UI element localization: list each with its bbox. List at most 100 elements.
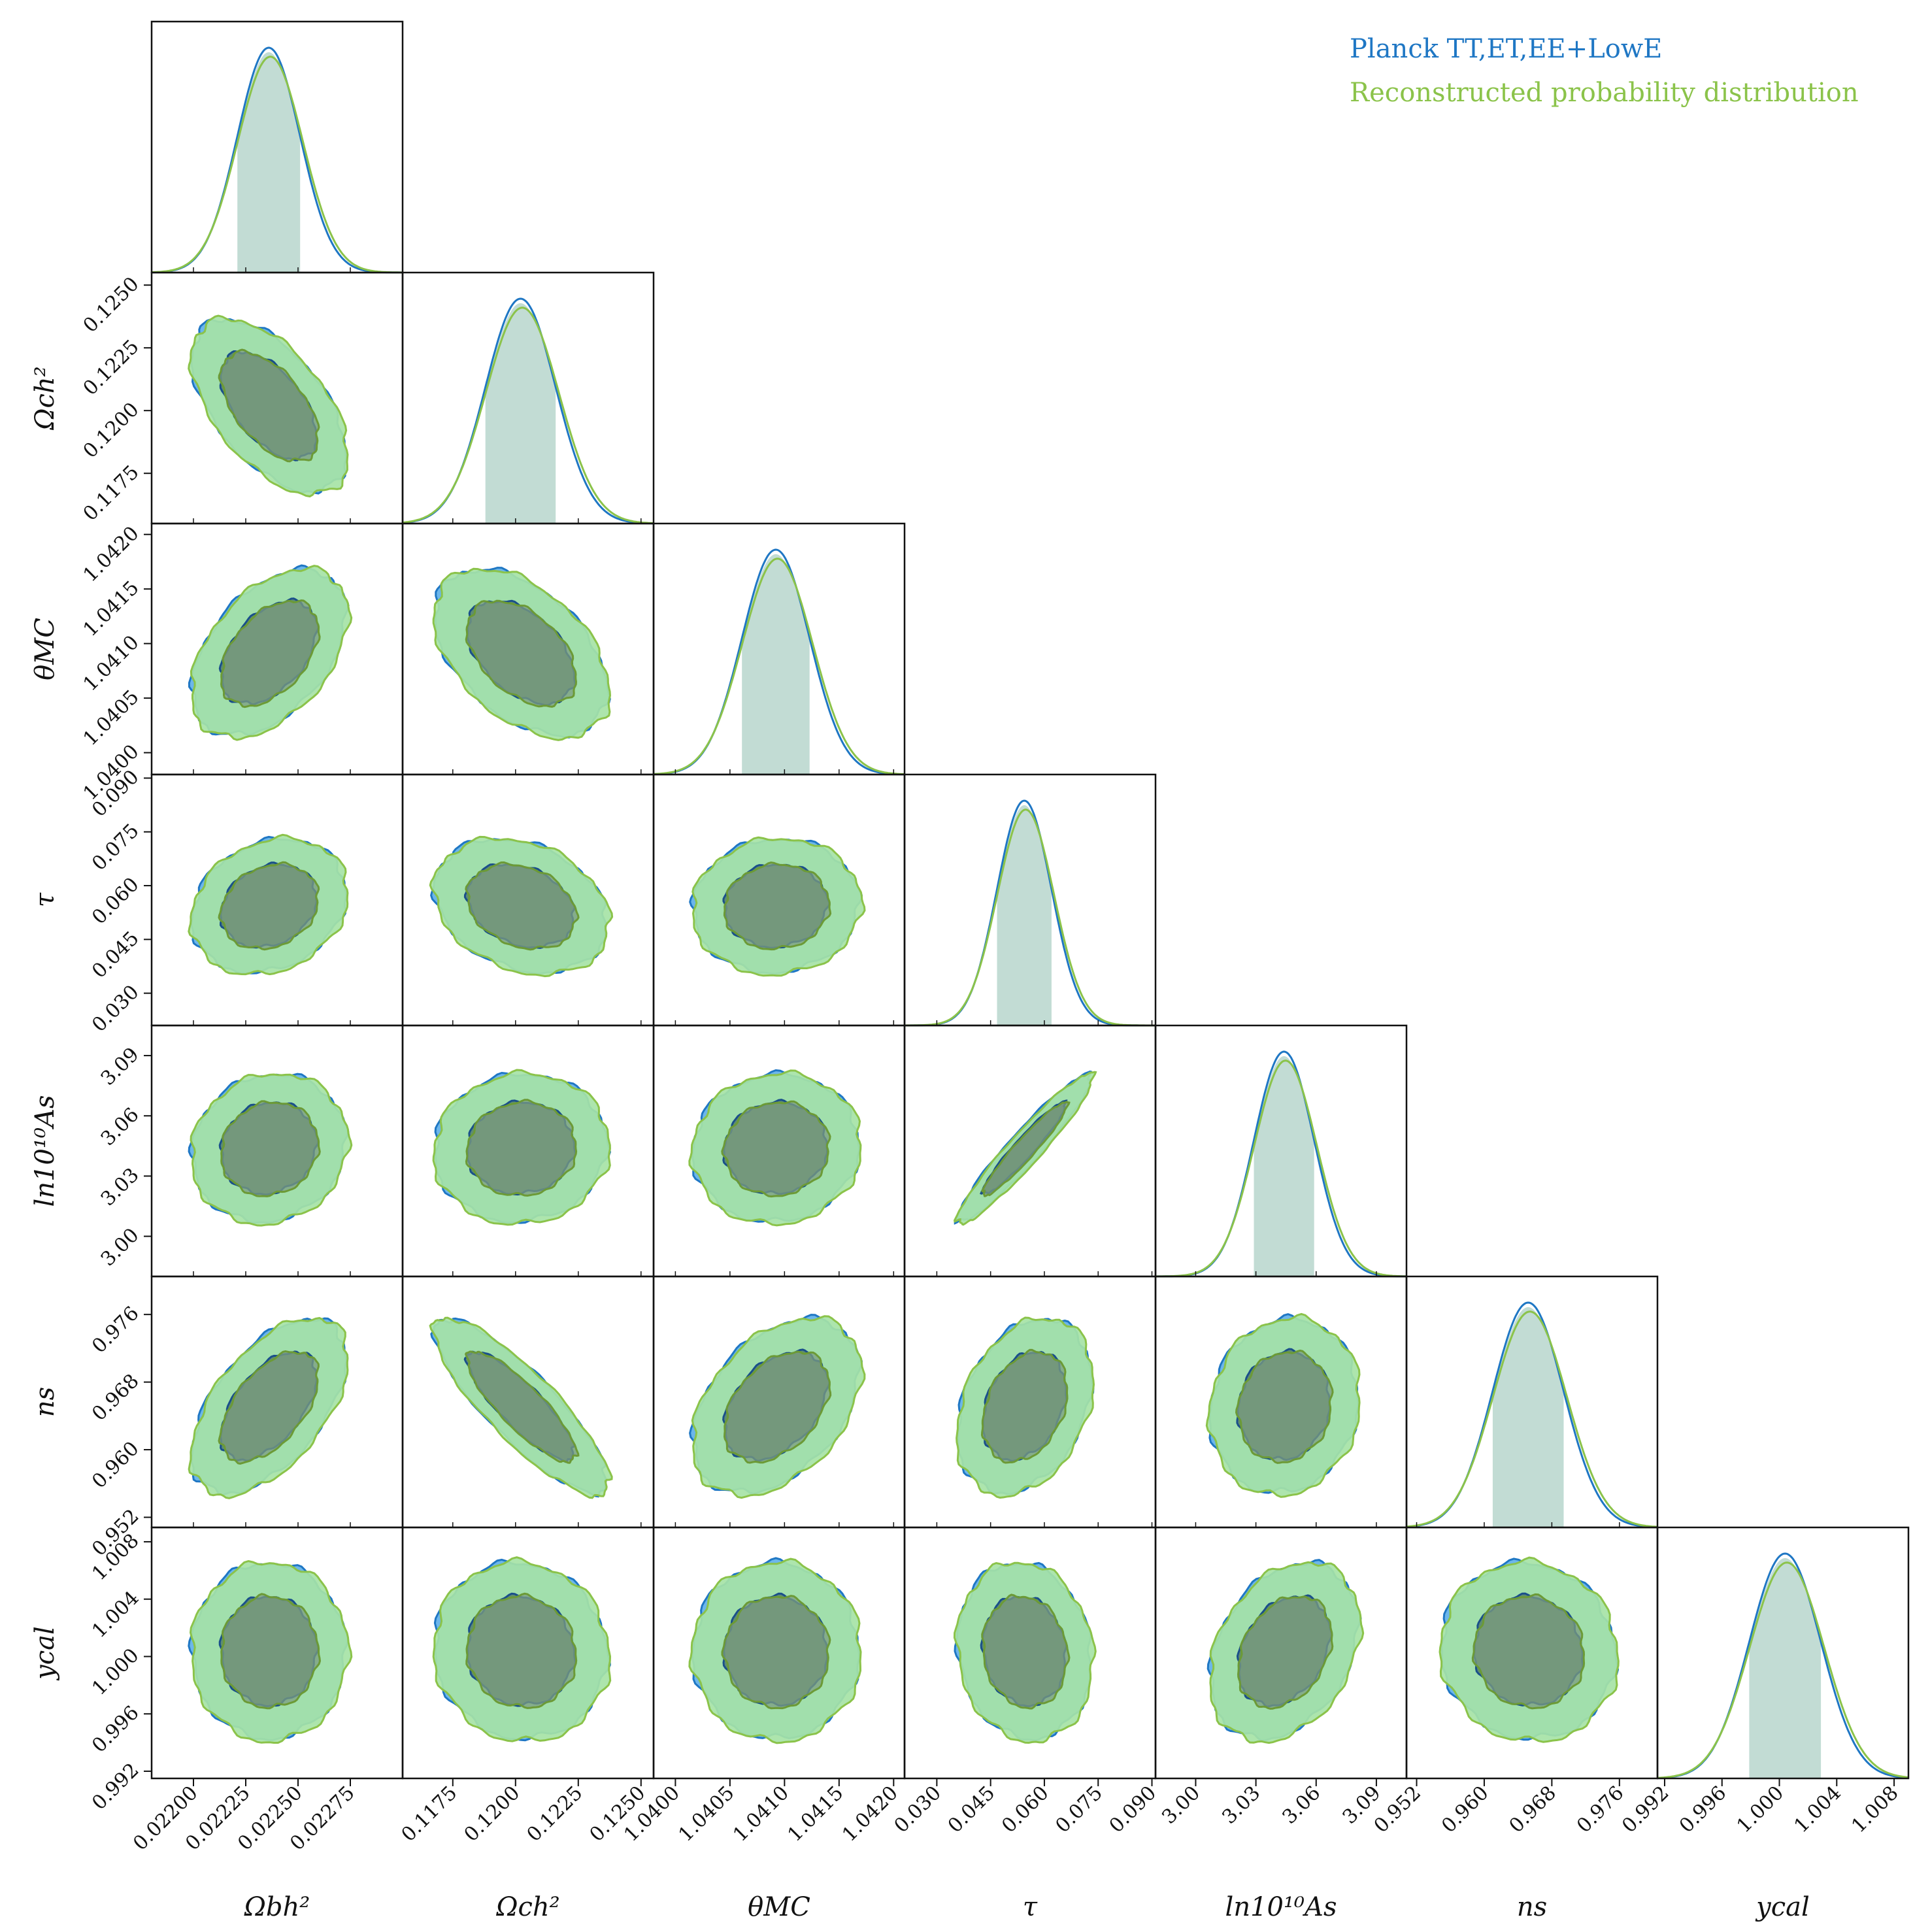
y-tick-label-ln_as: 3.09: [97, 1043, 144, 1090]
y-tick-label-theta_mc: 1.0420: [79, 522, 144, 587]
y-tick-label-y_cal: 1.004: [88, 1587, 143, 1642]
y-tick-label-y_cal: 0.996: [88, 1701, 143, 1757]
x-tick-label-n_s: 0.960: [1437, 1782, 1493, 1837]
x-tick-label-ln_as: 3.06: [1278, 1782, 1325, 1829]
panel-ln_as-ln_as: [1154, 1024, 1408, 1278]
panel-n_s-theta_mc: [652, 1275, 906, 1529]
y-tick-label-n_s: 0.968: [88, 1370, 143, 1425]
y-axis-label-ln_as: ln10¹⁰As: [30, 1095, 60, 1207]
x-tick-label-tau: 0.045: [944, 1782, 999, 1837]
legend-entry-planck: Planck TT,ET,EE+LowE: [1350, 34, 1662, 64]
marginal-line-reconstructed-omega_c: [402, 307, 654, 524]
panel-ln_as-theta_mc: [652, 1024, 906, 1278]
contour-68-reconstructed: [723, 1350, 832, 1464]
marginal-band-ln_as: [1254, 1056, 1314, 1276]
contour-68-reconstructed: [1235, 1349, 1334, 1464]
x-tick-label-tau: 0.090: [1105, 1782, 1161, 1837]
y-tick-label-tau: 0.045: [88, 927, 143, 982]
x-tick-label-y_cal: 1.000: [1733, 1782, 1788, 1837]
marginal-line-reconstructed-tau: [905, 808, 1156, 1027]
panel-y_cal-omega_b: 0.9920.9961.0001.0041.008ycal0.022000.02…: [30, 1526, 404, 1922]
x-tick-label-theta_mc: 1.0405: [674, 1782, 739, 1846]
x-axis-label-theta_mc: θMC: [748, 1892, 810, 1922]
marginal-band-theta_mc: [742, 554, 810, 774]
y-tick-label-theta_mc: 1.0405: [79, 686, 144, 750]
marginal-line-reconstructed-theta_mc: [653, 558, 905, 775]
x-tick-label-n_s: 0.952: [1370, 1782, 1425, 1837]
x-tick-label-y_cal: 1.008: [1847, 1782, 1903, 1837]
contour-68-reconstructed: [980, 1348, 1069, 1464]
contour-68-reconstructed: [465, 1099, 578, 1197]
panel-y_cal-n_s: 0.952 0.960 0.968 0.976 ns: [1370, 1526, 1659, 1922]
y-tick-label-omega_c: 0.1250: [79, 273, 144, 337]
y-axis-label-theta_mc: θMC: [30, 618, 60, 680]
panel-n_s-omega_c: [401, 1275, 655, 1529]
y-tick-label-y_cal: 1.000: [88, 1644, 143, 1699]
contour-68-reconstructed: [220, 1593, 322, 1710]
contour-68-reconstructed: [218, 861, 320, 951]
x-tick-label-omega_c: 0.1225: [522, 1782, 587, 1846]
contour-68-reconstructed: [220, 1100, 321, 1197]
panel-tau-tau: [903, 773, 1157, 1027]
marginal-band-omega_c: [485, 303, 556, 524]
panel-ln_as-omega_b: 3.00 3.03 3.06 3.09 ln10¹⁰As: [30, 1024, 404, 1278]
x-tick-label-n_s: 0.968: [1505, 1782, 1561, 1837]
legend: Planck TT,ET,EE+LowE Reconstructed proba…: [1350, 34, 1859, 108]
contour-68-reconstructed: [465, 861, 580, 951]
x-tick-label-omega_c: 0.1200: [459, 1782, 524, 1846]
contour-68-reconstructed: [723, 861, 832, 951]
contour-68-reconstructed: [218, 348, 320, 463]
marginal-band-tau: [997, 805, 1052, 1025]
legend-entry-reconstructed: Reconstructed probability distribution: [1350, 78, 1859, 108]
marginal-band-n_s: [1492, 1307, 1564, 1527]
panel-n_s-tau: [903, 1275, 1157, 1529]
x-tick-label-y_cal: 0.996: [1675, 1782, 1731, 1837]
contour-68-reconstructed: [464, 1350, 580, 1464]
y-tick-label-tau: 0.075: [88, 820, 143, 875]
contour-68-reconstructed: [981, 1593, 1071, 1710]
x-axis-label-omega_b: Ωbh²: [244, 1892, 310, 1922]
marginal-line-reconstructed-n_s: [1406, 1310, 1658, 1528]
y-tick-label-ln_as: 3.06: [97, 1103, 144, 1150]
x-tick-label-y_cal: 1.004: [1789, 1782, 1845, 1837]
marginal-line-reconstructed-ln_as: [1156, 1059, 1406, 1278]
panel-tau-theta_mc: [652, 773, 906, 1027]
contour-68-reconstructed: [1471, 1593, 1586, 1710]
y-axis-label-n_s: ns: [30, 1387, 60, 1417]
x-tick-label-omega_c: 0.1175: [397, 1782, 461, 1846]
y-tick-label-theta_mc: 1.0415: [79, 576, 144, 641]
marginal-band-omega_b: [237, 52, 301, 273]
panel-tau-omega_c: [401, 773, 655, 1027]
y-tick-label-y_cal: 0.992: [88, 1759, 143, 1814]
x-tick-label-theta_mc: 1.0420: [838, 1782, 903, 1846]
y-tick-label-omega_c: 0.1200: [79, 398, 144, 463]
y-tick-label-ln_as: 3.00: [97, 1224, 144, 1271]
panel-n_s-ln_as: [1154, 1275, 1408, 1529]
x-axis-label-omega_c: Ωch²: [495, 1892, 559, 1922]
y-axis-label-y_cal: ycal: [30, 1626, 60, 1681]
y-tick-label-n_s: 0.960: [88, 1437, 143, 1493]
panel-theta_mc-theta_mc: [652, 522, 906, 776]
y-tick-label-ln_as: 3.03: [97, 1163, 144, 1210]
x-axis-label-tau: τ: [1023, 1892, 1038, 1922]
panel-y_cal-y_cal: 0.992 0.996 1.000 1.004 1.008 ycal: [1618, 1526, 1910, 1922]
x-tick-label-tau: 0.060: [997, 1782, 1053, 1837]
x-tick-label-y_cal: 0.992: [1618, 1782, 1673, 1837]
marginal-line-reconstructed-omega_b: [151, 56, 403, 274]
panel-ln_as-tau: [903, 1024, 1157, 1278]
panel-frame: [1656, 1526, 1910, 1780]
y-axis-label-tau: τ: [30, 892, 60, 907]
x-axis-label-y_cal: ycal: [1755, 1892, 1810, 1922]
y-axis-label-omega_c: Ωch²: [30, 366, 60, 430]
y-tick-label-n_s: 0.976: [88, 1302, 143, 1357]
marginal-band-y_cal: [1749, 1557, 1822, 1778]
x-tick-label-ln_as: 3.00: [1157, 1782, 1205, 1829]
x-tick-label-theta_mc: 1.0410: [729, 1782, 793, 1846]
x-axis-label-ln_as: ln10¹⁰As: [1225, 1892, 1337, 1922]
